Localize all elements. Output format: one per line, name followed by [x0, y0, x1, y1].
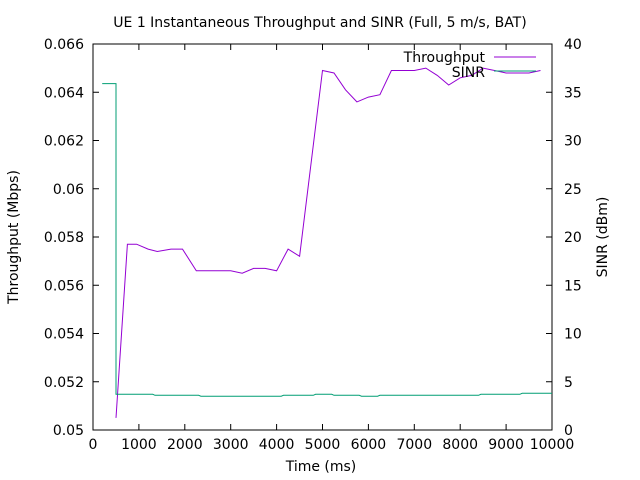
legend-label-sinr: SINR — [452, 65, 485, 81]
x-tick-label: 7000 — [396, 437, 432, 453]
y2-tick-label: 15 — [564, 278, 582, 294]
y-tick-label: 0.06 — [53, 182, 84, 198]
x-tick-label: 10000 — [530, 437, 575, 453]
plot-frame — [92, 43, 553, 431]
y-tick-label: 0.058 — [44, 230, 84, 246]
legend: Throughput SINR — [403, 50, 536, 81]
x-tick-label: 4000 — [259, 437, 295, 453]
y2-tick-label: 40 — [564, 37, 582, 53]
y-tick-label: 0.05 — [53, 423, 84, 439]
x-tick-label: 2000 — [167, 437, 203, 453]
y2-tick-label: 10 — [564, 327, 582, 343]
y-tick-label: 0.066 — [44, 37, 84, 53]
y-tick-label: 0.052 — [44, 375, 84, 391]
y-tick-label: 0.062 — [44, 134, 84, 150]
y2-axis-label: SINR (dBm) — [595, 197, 611, 278]
series-line-throughput — [115, 67, 541, 418]
x-tick-label: 0 — [89, 437, 98, 453]
chart-title: UE 1 Instantaneous Throughput and SINR (… — [113, 15, 526, 31]
y-tick-label: 0.056 — [44, 278, 84, 294]
legend-label-throughput: Throughput — [403, 50, 486, 66]
y2-tick-label: 30 — [564, 134, 582, 150]
x-tick-label: 1000 — [121, 437, 157, 453]
ticks: 0 1000 2000 3000 4000 5000 6000 7000 8000 9000 100… — [44, 37, 582, 453]
x-tick-label: 8000 — [442, 437, 478, 453]
plot-axes — [92, 43, 553, 431]
series-line-sinr — [102, 83, 552, 397]
y2-tick-label: 20 — [564, 230, 582, 246]
x-tick-label: 5000 — [305, 437, 341, 453]
x-tick-label: 3000 — [213, 437, 249, 453]
y2-tick-label: 35 — [564, 85, 582, 101]
y2-tick-label: 5 — [564, 375, 573, 391]
y2-tick-label: 0 — [564, 423, 573, 439]
x-tick-label: 6000 — [351, 437, 387, 453]
y2-tick-label: 25 — [564, 182, 582, 198]
y-tick-label: 0.064 — [44, 85, 84, 101]
y-axis-label: Throughput (Mbps) — [6, 170, 22, 305]
y-tick-label: 0.054 — [44, 327, 84, 343]
series-lines — [102, 67, 552, 418]
x-tick-label: 9000 — [488, 437, 524, 453]
x-axis-label: Time (ms) — [285, 459, 357, 475]
